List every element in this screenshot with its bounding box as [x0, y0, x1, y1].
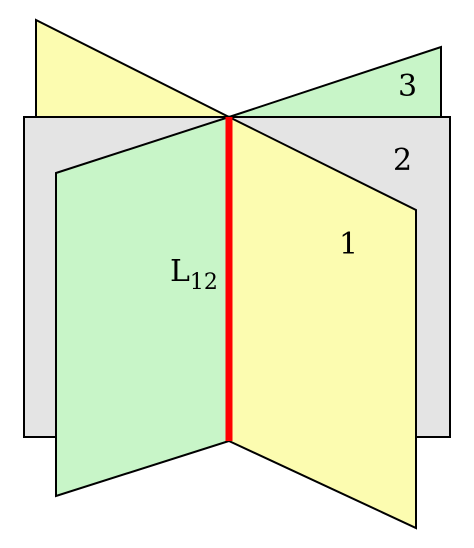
- plane-3-left-flap: [35, 18, 230, 118]
- intersection-label-subscript: 12: [190, 270, 218, 295]
- intersection-label-main: L: [170, 254, 190, 289]
- intersection-line-label: L12: [170, 254, 218, 295]
- plane-1-left-flap: [55, 115, 230, 498]
- plane-3-label: 3: [398, 69, 417, 104]
- plane-2-label: 2: [393, 143, 412, 178]
- plane-1-label: 1: [339, 227, 358, 262]
